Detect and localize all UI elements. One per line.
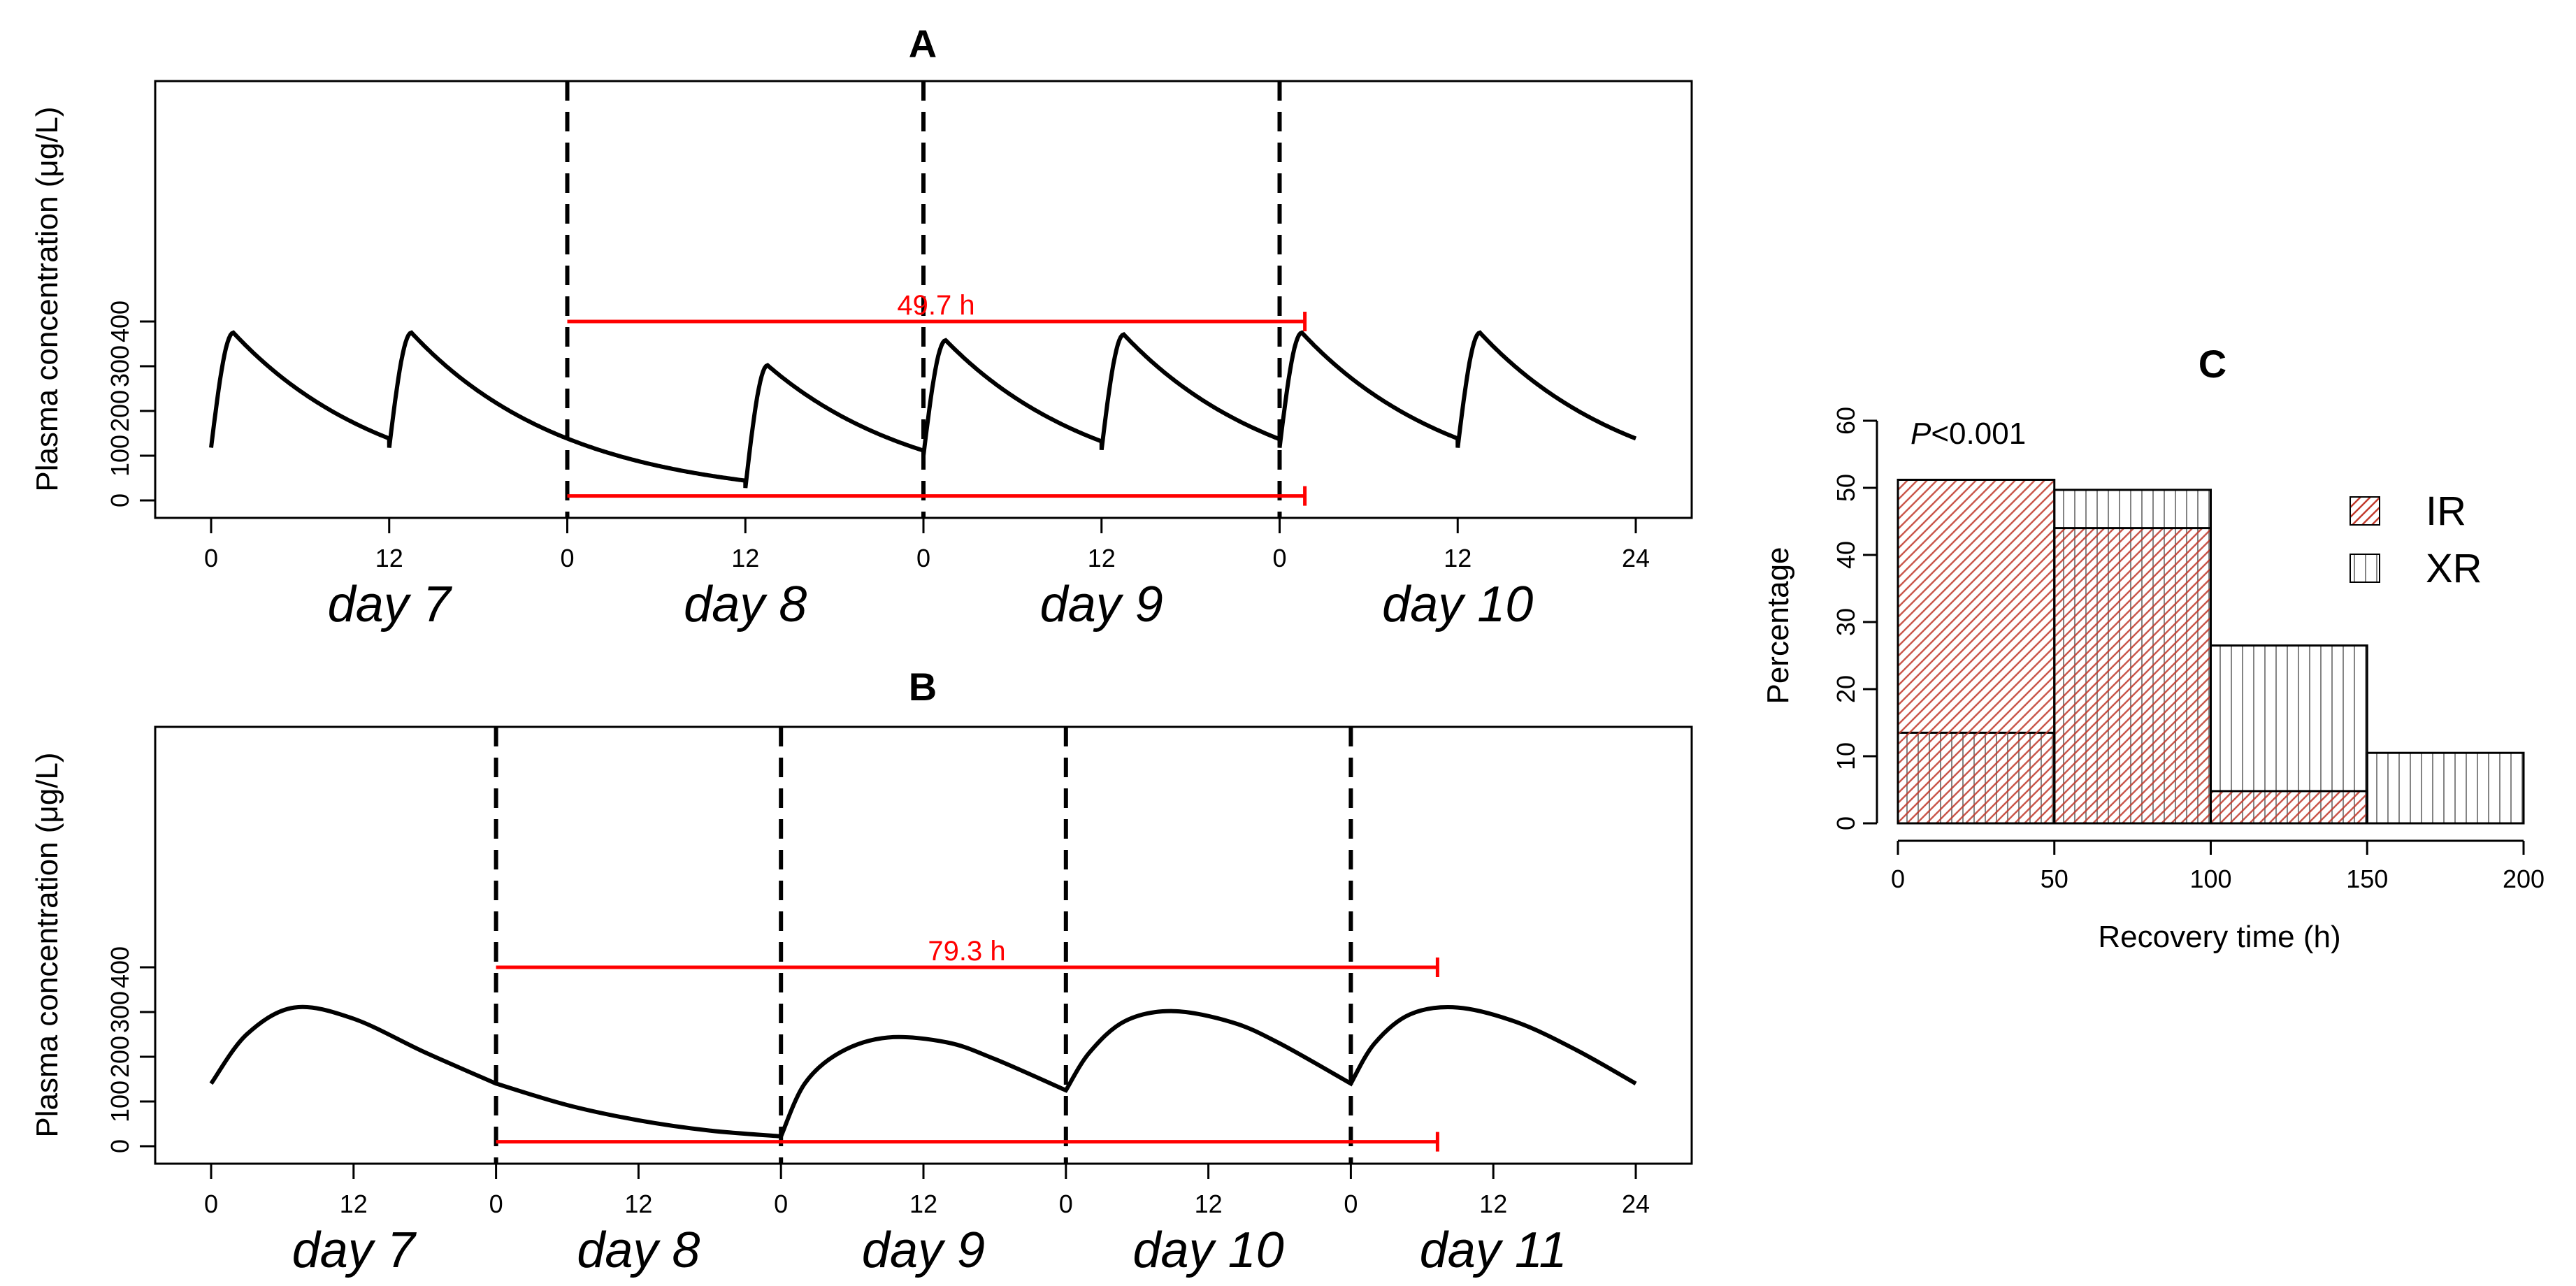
panel-a-title: A [909, 22, 937, 66]
panel-c-y-tick-label: 50 [1832, 474, 1860, 502]
panel-c-y-tick-label: 30 [1832, 608, 1860, 636]
panel-c-y-tick-label: 10 [1832, 742, 1860, 770]
a-x-tick-label: 12 [375, 544, 403, 572]
b-x-tick-label: 12 [909, 1190, 937, 1218]
panel-b-title: B [909, 665, 937, 709]
a-day-label: day 10 [1382, 577, 1533, 633]
legend-label-xr: XR [2426, 546, 2482, 591]
b-day-label: day 7 [292, 1222, 417, 1278]
panel-b-concentration-curve [209, 1004, 1637, 1139]
b-day-label: day 9 [862, 1222, 985, 1278]
a-y-tick-label: 300 [106, 345, 134, 387]
panel-c-p-letter: P [1911, 417, 1931, 451]
b-day-label: day 8 [577, 1222, 700, 1278]
panel-c: C 0 10 20 30 40 50 60 0 50 100 150 200 Percentage R… [1761, 342, 2545, 954]
a-x-tick-label: 12 [1088, 544, 1116, 572]
a-x-tick-label: 24 [1622, 544, 1650, 572]
panel-a: A 0 100 200 300 400 0 12 0 12 0 12 0 12 24 Plasma co… [30, 22, 1693, 633]
panel-a-y-axis: 0 100 200 300 400 [106, 301, 155, 507]
bar-ir-bin-2 [2210, 790, 2368, 825]
panel-c-histogram [1897, 478, 2525, 825]
panel-c-legend: IR XR [2350, 489, 2482, 591]
legend-swatch-xr [2350, 554, 2380, 583]
panel-b-frame [154, 725, 1693, 1165]
b-x-tick-label: 0 [1059, 1190, 1073, 1218]
panel-a-y-label: Plasma concentration (μg/L) [30, 106, 64, 491]
bar-xr-bin-3 [2366, 751, 2525, 825]
panel-b-interval-annotation: 79.3 h [496, 936, 1439, 1152]
a-x-tick-label: 0 [560, 544, 574, 572]
panel-b-day-labels: day 7 day 8 day 9 day 10 day 11 [292, 1222, 1567, 1278]
b-x-tick-label: 12 [1479, 1190, 1507, 1218]
panel-a-concentration-curve [209, 330, 1637, 489]
panel-a-day-labels: day 7 day 8 day 9 day 10 [328, 577, 1534, 633]
a-y-tick-label: 0 [106, 493, 134, 507]
b-x-tick-label: 24 [1622, 1190, 1650, 1218]
b-y-tick-label: 300 [106, 991, 134, 1033]
b-y-tick-label: 0 [106, 1139, 134, 1153]
legend-swatch-ir [2350, 496, 2380, 526]
a-y-tick-label: 400 [106, 301, 134, 342]
b-y-tick-label: 200 [106, 1036, 134, 1078]
panel-c-y-label: Percentage [1761, 547, 1795, 704]
b-y-tick-label: 100 [106, 1081, 134, 1122]
panel-c-y-tick-label: 60 [1832, 407, 1860, 435]
bar-ir-bin-1 [2053, 527, 2212, 825]
b-x-tick-label: 0 [489, 1190, 503, 1218]
panel-c-x-tick-label: 150 [2346, 865, 2388, 893]
panel-c-p-value: P<0.001 [1911, 417, 2026, 451]
bar-ir-bin-0 [1897, 478, 2056, 825]
b-x-tick-label: 0 [204, 1190, 218, 1218]
panel-b-dose-markers [494, 727, 1353, 1164]
b-x-tick-label: 0 [774, 1190, 788, 1218]
panel-c-title: C [2199, 342, 2226, 386]
a-x-tick-label: 0 [204, 544, 218, 572]
legend-label-ir: IR [2426, 489, 2466, 534]
panel-b-y-label: Plasma concentration (μg/L) [30, 752, 64, 1137]
a-day-label: day 7 [328, 577, 453, 633]
panel-b-interval-label: 79.3 h [928, 936, 1005, 967]
a-day-label: day 8 [684, 577, 807, 633]
panel-c-axes: 0 10 20 30 40 50 60 0 50 100 150 200 [1832, 407, 2545, 893]
panel-a-interval-label: 49.7 h [897, 290, 974, 321]
panel-c-x-tick-label: 0 [1891, 865, 1905, 893]
b-x-tick-label: 12 [340, 1190, 368, 1218]
panel-c-x-tick-label: 100 [2189, 865, 2231, 893]
panel-c-y-tick-label: 20 [1832, 675, 1860, 703]
b-day-label: day 11 [1420, 1222, 1567, 1278]
a-x-tick-label: 12 [1444, 544, 1472, 572]
a-y-tick-label: 100 [106, 435, 134, 477]
panel-a-x-axis: 0 12 0 12 0 12 0 12 24 [204, 518, 1650, 572]
panel-c-y-tick-label: 0 [1832, 816, 1860, 830]
b-x-tick-label: 12 [624, 1190, 652, 1218]
panel-c-x-label: Recovery time (h) [2098, 920, 2340, 954]
panel-b-x-axis: 0 12 0 12 0 12 0 12 0 12 24 [204, 1164, 1650, 1218]
panel-c-p-rest: <0.001 [1931, 417, 2026, 451]
panel-c-x-tick-label: 200 [2503, 865, 2545, 893]
panel-c-y-tick-label: 40 [1832, 541, 1860, 569]
a-x-tick-label: 0 [916, 544, 930, 572]
a-y-tick-label: 200 [106, 390, 134, 432]
a-x-tick-label: 12 [731, 544, 759, 572]
a-x-tick-label: 0 [1272, 544, 1286, 572]
panel-c-x-tick-label: 50 [2041, 865, 2068, 893]
panel-a-interval-annotation: 49.7 h [567, 290, 1307, 506]
panel-b-y-axis: 0 100 200 300 400 [106, 946, 155, 1153]
b-x-tick-label: 12 [1195, 1190, 1223, 1218]
panel-b: B 0 100 200 300 400 0 12 0 12 0 12 0 12 0 12 24 Plasma… [30, 665, 1693, 1278]
a-day-label: day 9 [1040, 577, 1163, 633]
b-x-tick-label: 0 [1344, 1190, 1358, 1218]
b-y-tick-label: 400 [106, 946, 134, 988]
panel-a-dose-markers [565, 81, 1282, 518]
b-day-label: day 10 [1133, 1222, 1284, 1278]
